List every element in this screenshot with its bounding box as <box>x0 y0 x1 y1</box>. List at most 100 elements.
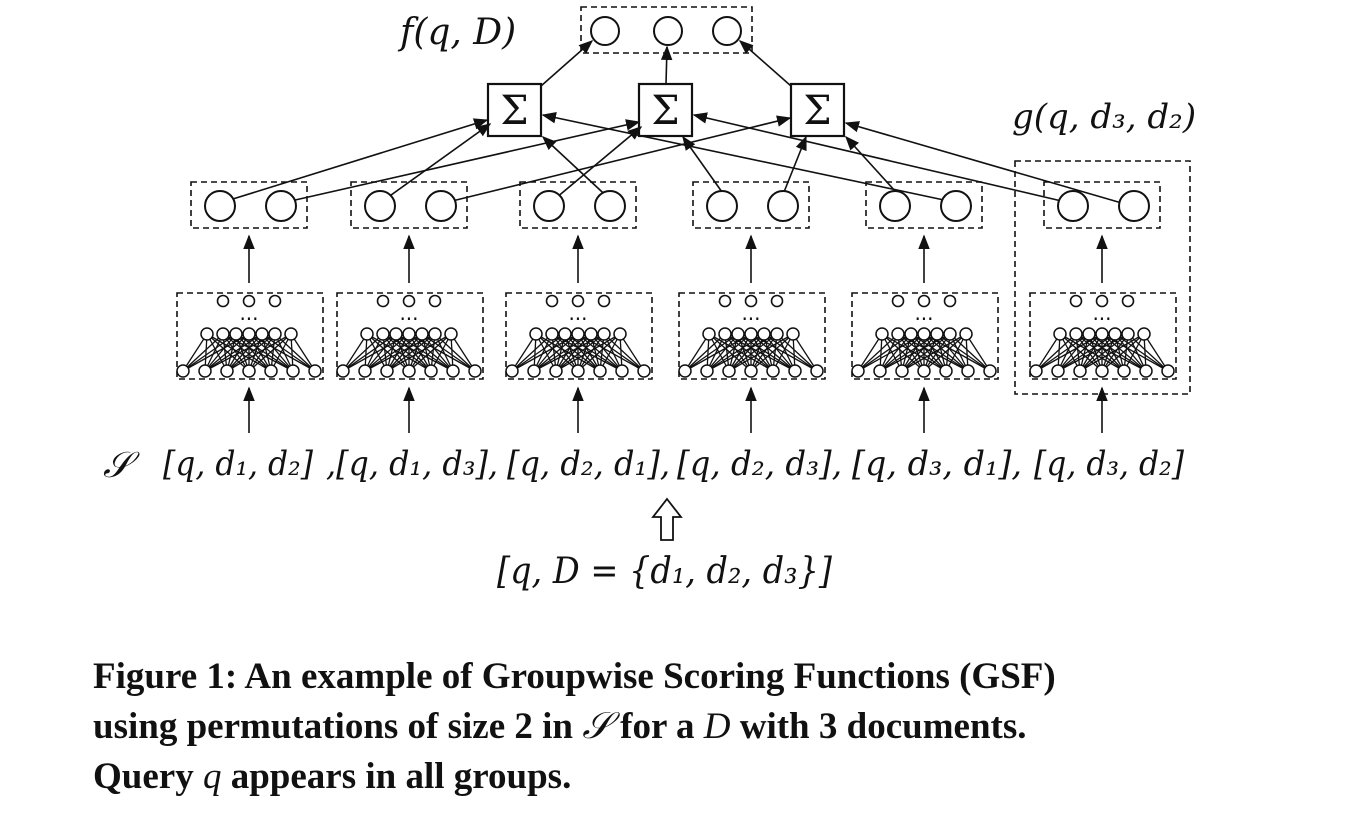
hidden-unit <box>1095 327 1109 341</box>
input-unit <box>722 364 736 378</box>
input-unit <box>286 364 300 378</box>
subgroup-output-node <box>879 190 911 222</box>
input-unit <box>1051 364 1065 378</box>
subgroup-output-node <box>364 190 396 222</box>
network-edge <box>226 333 276 372</box>
hidden-unit <box>529 327 543 341</box>
network-edge <box>1057 333 1090 372</box>
network-edge <box>750 333 794 372</box>
network-edge <box>923 333 951 372</box>
ellipsis-dots: ··· <box>568 307 587 331</box>
input-unit <box>505 364 519 378</box>
hidden-unit <box>1082 327 1096 341</box>
hidden-unit <box>1108 327 1122 341</box>
hidden-unit <box>545 327 559 341</box>
network-output-unit <box>402 294 416 308</box>
network-edge <box>684 333 739 372</box>
subgroup-output-box <box>692 181 810 229</box>
network-output-unit <box>744 294 758 308</box>
caption-text: Query <box>93 756 203 797</box>
ellipsis-dots: ··· <box>1092 307 1111 331</box>
network-edge <box>342 333 368 372</box>
input-unit <box>615 364 629 378</box>
network-output-unit <box>216 294 230 308</box>
network-edge <box>511 333 566 372</box>
network-edge <box>1079 333 1103 372</box>
network-edge <box>270 333 292 372</box>
network-edge <box>364 333 410 372</box>
network-edge <box>364 333 423 372</box>
network-output-unit <box>917 294 931 308</box>
caption-line-1: Figure 1: An example of Groupwise Scorin… <box>93 656 1056 697</box>
set-symbol: 𝒮 <box>103 445 140 486</box>
network-box <box>176 292 324 380</box>
permutation-label: [q, d₃, d₁], <box>852 444 1022 484</box>
input-unit <box>176 364 190 378</box>
network-edge <box>555 333 621 372</box>
input-unit <box>220 364 234 378</box>
network-edge <box>684 333 726 372</box>
sigma-symbol: Σ <box>803 88 831 134</box>
ellipsis-dots: ··· <box>741 307 760 331</box>
ellipsis-dots: ··· <box>914 307 933 331</box>
network-edge <box>1127 333 1147 372</box>
network-edge <box>533 333 579 372</box>
output-node <box>712 16 742 46</box>
hidden-unit <box>702 327 716 341</box>
input-unit <box>198 364 212 378</box>
hidden-unit <box>718 327 732 341</box>
hidden-unit <box>360 327 374 341</box>
network-edge <box>772 333 794 372</box>
network-edge <box>901 333 938 372</box>
subgroup-output-node <box>204 190 236 222</box>
hidden-unit <box>242 327 256 341</box>
network-edge <box>226 333 292 372</box>
vertical-arrows <box>243 234 1108 433</box>
network-edge <box>274 333 294 372</box>
network-edge <box>555 333 592 372</box>
network-edge <box>182 333 224 372</box>
network-edge <box>1127 333 1169 372</box>
network-edge <box>1101 333 1129 372</box>
input-unit <box>308 364 322 378</box>
network-edge <box>857 333 883 372</box>
input-unit <box>939 364 953 378</box>
input-unit <box>678 364 692 378</box>
network-edge <box>706 333 726 372</box>
sigma-symbol: Σ <box>500 88 528 134</box>
network-edge <box>792 333 818 372</box>
sum-to-output-arrows <box>540 40 792 87</box>
network-edge <box>182 333 208 372</box>
input-unit <box>1029 364 1043 378</box>
permutation-label: [q, d₂, d₃], <box>677 444 842 484</box>
hidden-unit <box>597 327 611 341</box>
input-unit <box>637 364 651 378</box>
network-edge <box>450 333 476 372</box>
input-unit <box>571 364 585 378</box>
network-edge <box>1057 333 1116 372</box>
network-edge <box>577 333 621 372</box>
network-edge <box>408 333 436 372</box>
network-edge <box>901 333 967 372</box>
network-output-unit <box>428 294 442 308</box>
network-edge <box>728 333 752 372</box>
network-output-unit <box>718 294 732 308</box>
input-unit <box>1161 364 1175 378</box>
hidden-unit <box>930 327 944 341</box>
network-edge <box>204 333 237 372</box>
hidden-unit <box>1069 327 1083 341</box>
network-edge <box>945 333 967 372</box>
network-edge <box>204 333 224 372</box>
input-unit <box>1095 364 1109 378</box>
network-box <box>505 292 653 380</box>
network-edge <box>706 333 752 372</box>
network-edge <box>386 333 452 372</box>
network-edge <box>226 333 250 372</box>
input-unit <box>917 364 931 378</box>
subgroup-function-label: g(q, d₃, d₂) <box>1012 97 1196 137</box>
hidden-unit <box>770 327 784 341</box>
network-edge <box>408 333 452 372</box>
network-edge <box>750 333 778 372</box>
network-edge <box>226 333 263 372</box>
network-edge <box>386 333 436 372</box>
